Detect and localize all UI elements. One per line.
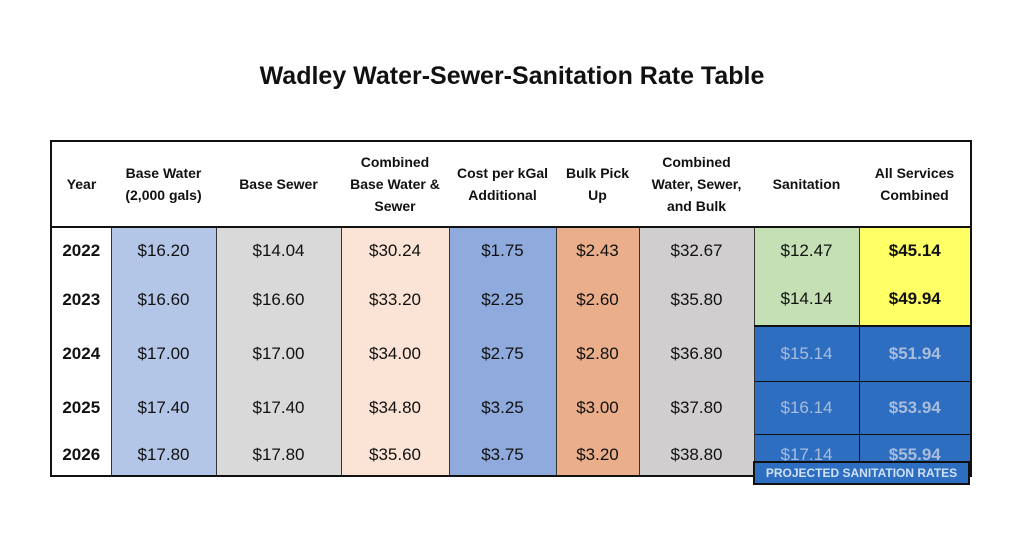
cell-bulk-pickup: $2.80	[555, 326, 640, 382]
header-all-services: All Services Combined	[859, 141, 971, 228]
header-year: Year	[51, 141, 111, 228]
header-base-sewer: Base Sewer	[216, 141, 341, 228]
cell-base-water: $17.40	[110, 381, 217, 435]
header-base-water: Base Water (2,000 gals)	[111, 141, 216, 228]
table-row: 2026 $17.80 $17.80 $35.60 $3.75 $3.20 $38.80 $1…	[51, 434, 972, 477]
table-row: 2024 $17.00 $17.00 $34.00 $2.75 $2.80 $36.80 $1…	[51, 325, 972, 382]
cell-sanitation: $12.47	[753, 227, 860, 273]
header-row: Year Base Water (2,000 gals) Base Sewer Com…	[51, 141, 971, 228]
cell-base-sewer: $14.04	[215, 227, 342, 273]
cell-base-water: $17.80	[110, 434, 217, 476]
cell-cost-per-kgal: $2.25	[448, 273, 557, 326]
cell-base-sewer: $17.40	[215, 381, 342, 435]
page-title: Wadley Water-Sewer-Sanitation Rate Table	[259, 62, 765, 90]
cell-combined-base: $34.00	[340, 326, 450, 382]
cell-combined-water-sewer-bulk: $32.67	[638, 227, 755, 273]
cell-cost-per-kgal: $2.75	[448, 326, 557, 382]
projected-rates-legend: PROJECTED SANITATION RATES	[753, 461, 970, 485]
header-sanitation: Sanitation	[754, 141, 859, 228]
cell-all-services: $53.94	[858, 381, 972, 435]
table-row: 2023 $16.60 $16.60 $33.20 $2.25 $2.60 $35.80 $1…	[51, 273, 972, 326]
cell-all-services: $51.94	[858, 325, 972, 382]
cell-sanitation: $15.14	[753, 325, 860, 382]
cell-combined-base: $35.60	[340, 434, 450, 476]
cell-sanitation: $16.14	[753, 381, 860, 435]
header-combined-base: Combined Base Water & Sewer	[341, 141, 449, 228]
header-cost-per-kgal: Cost per kGal Additional	[449, 141, 556, 228]
cell-combined-water-sewer-bulk: $36.80	[638, 326, 755, 382]
cell-all-services: $45.14	[858, 227, 972, 273]
table-row: 2022 $16.20 $14.04 $30.24 $1.75 $2.43 $32.67 $1…	[51, 227, 972, 273]
cell-base-water: $17.00	[110, 326, 217, 382]
cell-bulk-pickup: $3.20	[555, 434, 640, 476]
cell-combined-water-sewer-bulk: $37.80	[638, 381, 755, 435]
cell-base-sewer: $17.80	[215, 434, 342, 476]
cell-base-water: $16.20	[110, 227, 217, 273]
cell-bulk-pickup: $2.60	[555, 273, 640, 326]
cell-cost-per-kgal: $3.25	[448, 381, 557, 435]
cell-cost-per-kgal: $1.75	[448, 227, 557, 273]
rate-table: Year Base Water (2,000 gals) Base Sewer Com…	[50, 140, 972, 477]
header-combined-water-sewer-bulk: Combined Water, Sewer, and Bulk	[639, 141, 754, 228]
cell-sanitation: $14.14	[753, 273, 860, 326]
table-row: 2025 $17.40 $17.40 $34.80 $3.25 $3.00 $37.80 $1…	[51, 381, 972, 435]
cell-combined-base: $33.20	[340, 273, 450, 326]
cell-base-sewer: $17.00	[215, 326, 342, 382]
cell-year: 2023	[51, 273, 112, 326]
cell-combined-base: $34.80	[340, 381, 450, 435]
cell-combined-water-sewer-bulk: $38.80	[638, 434, 755, 476]
cell-year: 2026	[51, 434, 112, 476]
cell-year: 2024	[51, 326, 112, 382]
cell-year: 2022	[51, 227, 112, 273]
cell-all-services: $49.94	[858, 273, 972, 326]
cell-base-water: $16.60	[110, 273, 217, 326]
cell-combined-base: $30.24	[340, 227, 450, 273]
cell-base-sewer: $16.60	[215, 273, 342, 326]
cell-bulk-pickup: $3.00	[555, 381, 640, 435]
cell-combined-water-sewer-bulk: $35.80	[638, 273, 755, 326]
header-bulk-pickup: Bulk Pick Up	[556, 141, 639, 228]
cell-cost-per-kgal: $3.75	[448, 434, 557, 476]
cell-year: 2025	[51, 381, 112, 435]
cell-bulk-pickup: $2.43	[555, 227, 640, 273]
